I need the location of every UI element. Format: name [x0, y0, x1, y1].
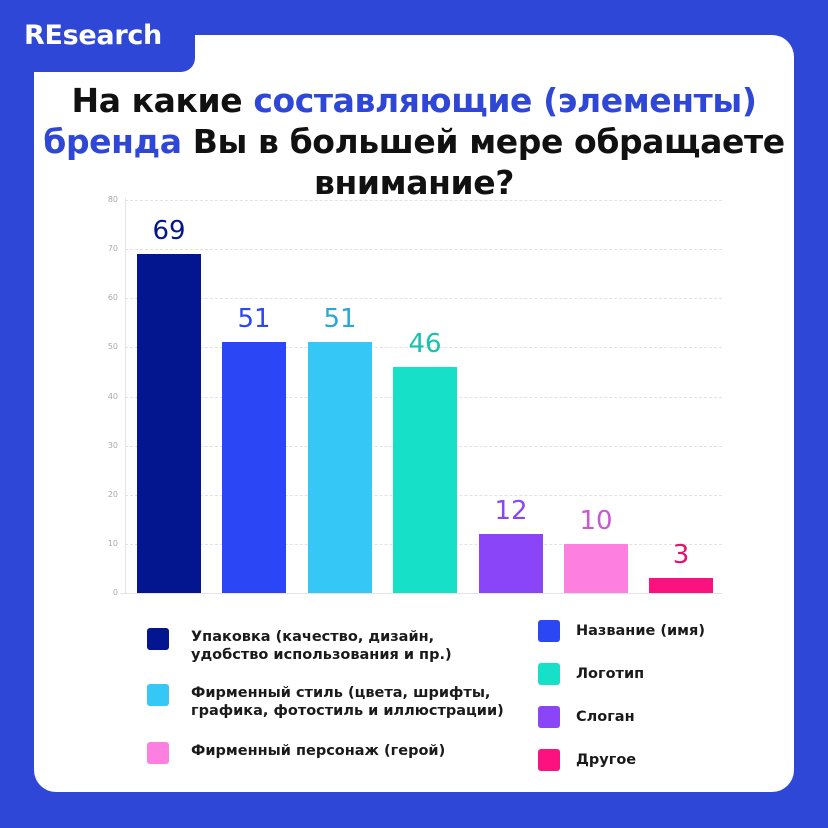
legend-item: Фирменный персонаж (герой) [147, 742, 445, 764]
bar [222, 342, 286, 593]
legend-label: Упаковка (качество, дизайн, удобство испо… [191, 628, 452, 664]
title-part-3: Вы в большей мере обращаете внимание? [181, 122, 785, 202]
gridline [125, 347, 722, 349]
gridline [125, 200, 722, 201]
legend-label: Слоган [576, 709, 635, 725]
y-tick-label: 0 [112, 588, 118, 597]
y-axis [125, 198, 126, 593]
bar [137, 254, 201, 593]
legend-swatch [147, 628, 169, 650]
x-axis [120, 593, 722, 594]
bar [564, 543, 628, 593]
y-tick-label: 20 [107, 489, 118, 499]
legend-item: Название (имя) [538, 620, 705, 642]
gridline [125, 298, 722, 300]
brand-tab: REsearch [0, 0, 195, 72]
y-tick-label: 80 [107, 195, 118, 204]
y-tick-label: 40 [107, 391, 118, 401]
page-title: На какие составляющие (элементы) бренда … [40, 80, 788, 203]
legend-label-line: Фирменный персонаж (герой) [191, 743, 446, 759]
bar [393, 367, 457, 593]
gridline [125, 249, 722, 251]
legend-label: Название (имя) [576, 623, 705, 639]
title-part-1: На какие [71, 81, 254, 120]
title-highlight: составляющие (элементы) бренда [43, 81, 757, 161]
bar-value-label: 3 [672, 540, 690, 571]
bar-value-label: 46 [408, 329, 442, 360]
legend-swatch [147, 684, 169, 706]
legend-label: Логотип [576, 666, 645, 682]
y-tick-label: 60 [107, 293, 118, 303]
brand-logo: REsearch [24, 20, 162, 51]
legend-label: Другое [576, 752, 637, 768]
legend-swatch [538, 749, 560, 771]
bar [308, 342, 372, 593]
legend-label-line: удобство использования и пр.) [191, 647, 452, 663]
legend-label-line: графика, фотостиль и иллюстрации) [191, 703, 504, 719]
y-tick-label: 30 [107, 440, 118, 450]
bar-value-label: 51 [323, 304, 357, 335]
legend-item: Логотип [538, 663, 644, 685]
legend-swatch [538, 620, 560, 642]
legend-item: Другое [538, 749, 636, 771]
bar-value-label: 10 [579, 505, 613, 536]
legend-swatch [538, 706, 560, 728]
bar-value-label: 12 [494, 496, 528, 527]
bar [479, 534, 543, 593]
legend-label-line: Упаковка (качество, дизайн, [191, 629, 435, 645]
legend-item: Фирменный стиль (цвета, шрифты, графика, … [147, 684, 504, 720]
y-tick-label: 10 [107, 538, 118, 548]
y-tick-label: 50 [107, 342, 118, 352]
legend-label: Фирменный стиль (цвета, шрифты, графика, … [191, 684, 504, 720]
legend-item: Упаковка (качество, дизайн, удобство испо… [147, 628, 452, 664]
bar-value-label: 51 [237, 304, 271, 335]
bar [649, 578, 713, 593]
y-tick-label: 70 [107, 244, 118, 254]
bar-value-label: 69 [152, 216, 186, 247]
legend-label: Фирменный персонаж (герой) [191, 742, 445, 760]
legend-swatch [538, 663, 560, 685]
legend-swatch [147, 742, 169, 764]
legend-item: Слоган [538, 706, 635, 728]
legend-label-line: Фирменный стиль (цвета, шрифты, [191, 685, 491, 701]
